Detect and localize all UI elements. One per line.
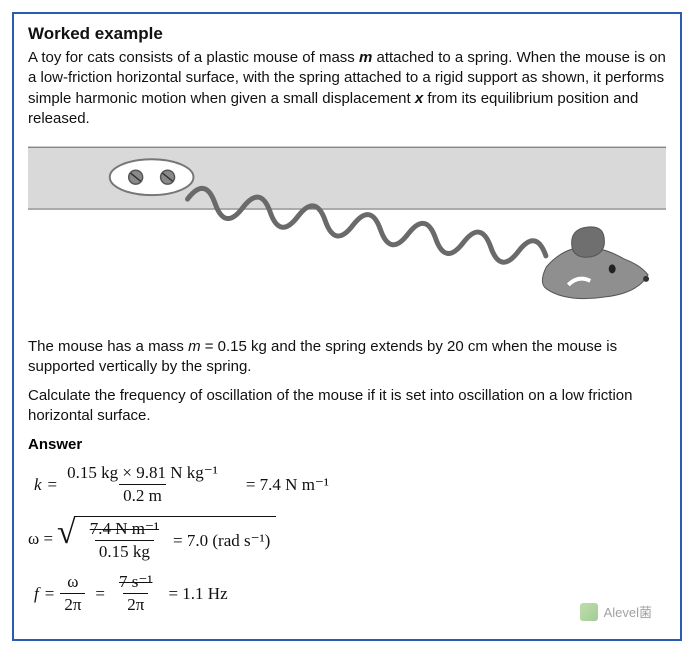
- given-paragraph-1: The mouse has a mass m = 0.15 kg and the…: [28, 337, 666, 378]
- omega-radicand: 7.4 N m⁻¹ 0.15 kg = 7.0 (rad s⁻¹): [74, 516, 277, 562]
- section-heading: Worked example: [28, 24, 666, 44]
- k-fraction: 0.15 kg × 9.81 N kg⁻¹ 0.2 m: [63, 463, 222, 506]
- given-1b: m: [188, 338, 201, 355]
- omega-sqrt: √ 7.4 N m⁻¹ 0.15 kg = 7.0 (rad s⁻¹): [57, 516, 276, 562]
- f-result: = 1.1 Hz: [168, 584, 227, 604]
- f-frac2-den: 2π: [123, 593, 148, 615]
- intro-text-1: A toy for cats consists of a plastic mou…: [28, 49, 359, 66]
- omega-lhs: ω =: [28, 529, 53, 549]
- equation-f: f = ω 2π = 7 s⁻¹ 2π = 1.1 Hz: [28, 572, 666, 615]
- omega-fraction: 7.4 N m⁻¹ 0.15 kg: [86, 519, 163, 562]
- mount-plate: [110, 159, 194, 195]
- equation-omega: ω = √ 7.4 N m⁻¹ 0.15 kg = 7.0 (rad s⁻¹): [28, 516, 666, 562]
- equals-1: =: [48, 475, 58, 495]
- intro-paragraph: A toy for cats consists of a plastic mou…: [28, 48, 666, 129]
- mouse-nose: [643, 276, 649, 282]
- omega-denominator: 0.15 kg: [95, 540, 154, 562]
- equals-2: =: [45, 584, 55, 604]
- k-numerator: 0.15 kg × 9.81 N kg⁻¹: [63, 463, 222, 484]
- k-symbol: k: [34, 475, 42, 495]
- given-1a: The mouse has a mass: [28, 338, 188, 355]
- omega-numerator: 7.4 N m⁻¹: [86, 519, 163, 540]
- equals-3: =: [95, 584, 105, 604]
- f-symbol: f: [34, 584, 39, 604]
- screw-right: [161, 170, 175, 184]
- f-fraction-1: ω 2π: [60, 572, 85, 615]
- watermark-text: Alevel菌: [604, 602, 652, 621]
- mouse-head: [542, 227, 649, 299]
- f-frac2-num: 7 s⁻¹: [115, 572, 156, 593]
- answer-label: Answer: [28, 436, 666, 453]
- diagram-svg: [28, 137, 666, 327]
- spring-mouse-diagram: [28, 137, 666, 327]
- displacement-symbol: x: [415, 90, 423, 107]
- k-denominator: 0.2 m: [119, 484, 166, 506]
- f-frac1-den: 2π: [60, 593, 85, 615]
- mass-symbol: m: [359, 49, 372, 66]
- mouse-eye: [609, 264, 616, 273]
- given-paragraph-2: Calculate the frequency of oscillation o…: [28, 386, 666, 427]
- screw-left: [129, 170, 143, 184]
- equation-k: k = 0.15 kg × 9.81 N kg⁻¹ 0.2 m = 7.4 N …: [28, 463, 666, 506]
- omega-result: = 7.0 (rad s⁻¹): [173, 531, 270, 551]
- k-result: = 7.4 N m⁻¹: [246, 475, 329, 495]
- watermark: Alevel菌: [580, 602, 652, 621]
- f-frac1-num: ω: [63, 572, 82, 593]
- f-fraction-2: 7 s⁻¹ 2π: [115, 572, 156, 615]
- worked-example-frame: Worked example A toy for cats consists o…: [12, 12, 682, 641]
- wechat-icon: [580, 603, 598, 621]
